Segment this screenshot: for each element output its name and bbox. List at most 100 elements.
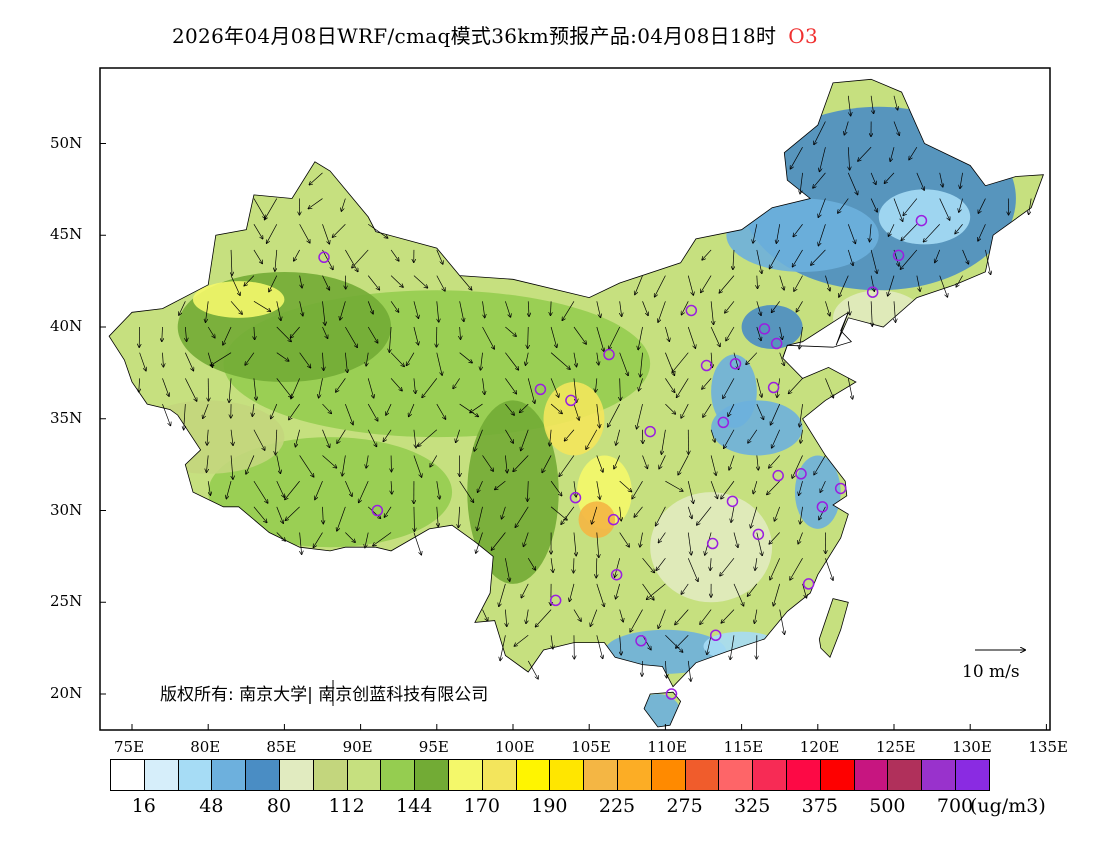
wind-arrow [505, 455, 507, 472]
wind-arrow [513, 455, 529, 471]
wind-arrow [819, 506, 826, 520]
colorbar-swatch [955, 760, 989, 790]
lat-label: 50N [50, 133, 83, 152]
wind-arrow [319, 378, 323, 397]
wind-arrow [550, 378, 559, 397]
wind-arrow [757, 455, 758, 469]
wind-arrow [665, 403, 675, 414]
station-marker [866, 286, 879, 298]
wind-arrow [687, 326, 695, 348]
wind-arrow [894, 301, 896, 322]
wind-arrow [299, 455, 314, 476]
wind-arrow [179, 301, 186, 315]
wind-arrow [756, 249, 762, 273]
wind-arrow [459, 352, 473, 363]
wind-arrow [289, 403, 300, 420]
wind-arrow [959, 198, 963, 213]
wind-arrow [337, 429, 346, 443]
wind-arrow [710, 455, 716, 475]
wind-arrow [230, 275, 240, 296]
wind-arrow [229, 378, 232, 402]
map-title: 2026年04月08日WRF/cmaq模式36km预报产品:04月08日18时 O… [172, 20, 818, 49]
wind-arrow [616, 429, 621, 445]
wind-arrow [721, 609, 735, 623]
wind-arrow [231, 249, 232, 275]
wind-arrow [437, 301, 439, 322]
wind-arrow [345, 532, 355, 543]
wind-arrow [514, 635, 529, 646]
wind-arrow [367, 378, 373, 397]
wind-arrow [799, 404, 803, 427]
wind-arrow [359, 480, 369, 502]
wind-arrow [614, 455, 621, 468]
wind-arrow [345, 249, 357, 272]
wind-arrow [413, 275, 428, 288]
wind-arrow [656, 506, 666, 526]
wind-arrow [632, 480, 643, 499]
colorbar-swatch [111, 760, 145, 790]
wind-arrow [619, 532, 630, 547]
wind-arrow [162, 326, 163, 341]
wind-arrow [723, 378, 735, 398]
wind-arrow [244, 275, 255, 286]
wind-arrow [308, 198, 323, 209]
wind-arrow [769, 532, 780, 544]
wind-arrow [619, 609, 624, 622]
wind-arrow [770, 558, 781, 580]
wind-arrow [779, 352, 785, 366]
colorbar-swatch [651, 760, 686, 790]
wind-arrow [700, 609, 712, 625]
colorbar-swatch [246, 760, 280, 790]
station-marker [534, 383, 547, 396]
lat-label: 20N [50, 684, 83, 702]
wind-arrow [573, 609, 581, 622]
wind-arrow [230, 301, 242, 314]
wind-arrow [681, 583, 689, 594]
wind-arrow [753, 224, 758, 243]
wind-arrow [515, 506, 529, 527]
wind-arrow [276, 455, 281, 473]
wind-arrow [687, 558, 698, 581]
wind-arrow [774, 506, 781, 521]
wind-arrow [550, 301, 551, 315]
wind-arrow [436, 403, 446, 419]
wind-arrow [847, 95, 850, 116]
wind-arrow [962, 249, 969, 264]
wind-arrow [205, 301, 209, 322]
map-frame [99, 67, 1051, 731]
wind-arrow [665, 480, 682, 491]
wind-arrow [551, 558, 553, 572]
wind-arrow [754, 609, 758, 624]
wind-arrow [916, 275, 920, 292]
wind-arrow [345, 480, 352, 496]
wind-arrow [665, 635, 682, 652]
wind-arrow [253, 378, 256, 400]
wind-arrow [409, 403, 415, 416]
wind-arrow [413, 532, 421, 555]
wind-arrow [527, 660, 538, 679]
wind-arrow [681, 301, 689, 314]
wind-arrow [253, 429, 265, 450]
station-marker [569, 491, 582, 504]
wind-arrow [299, 301, 303, 315]
wind-arrow [345, 326, 357, 347]
colorbar-label: 225 [598, 795, 636, 817]
wind-arrow [550, 506, 567, 520]
wind-arrow [470, 403, 483, 413]
wind-arrow [521, 429, 529, 451]
wind-arrow [413, 301, 419, 318]
wind-arrow [207, 429, 208, 445]
wind-arrow [422, 378, 438, 397]
wind-arrow [253, 480, 268, 503]
wind-arrow [956, 275, 963, 287]
lat-label: 45N [50, 225, 83, 244]
lat-label: 25N [50, 592, 83, 611]
wind-arrow [456, 429, 460, 443]
station-marker [816, 501, 829, 513]
station-marker [610, 568, 623, 581]
wind-arrow [542, 455, 552, 472]
wind-arrow [893, 121, 899, 135]
wind-arrow [313, 532, 323, 548]
wind-arrow [769, 455, 780, 467]
